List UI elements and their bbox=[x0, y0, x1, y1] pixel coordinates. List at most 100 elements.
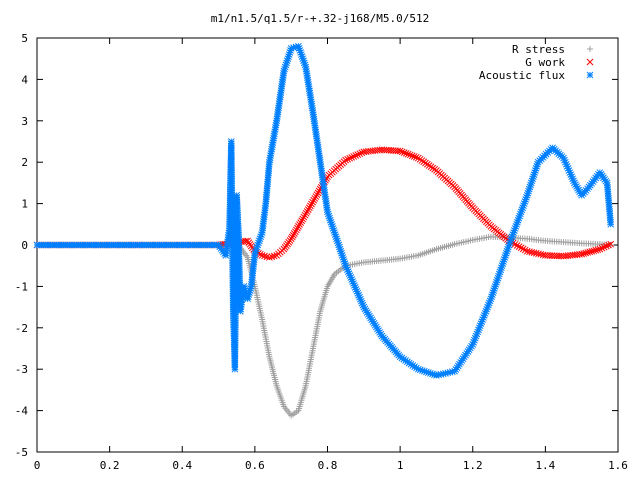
data-point bbox=[255, 237, 263, 245]
data-point bbox=[427, 369, 434, 377]
data-point bbox=[289, 231, 297, 239]
data-point bbox=[605, 241, 612, 249]
data-point bbox=[446, 368, 454, 376]
legend-label: Acoustic flux bbox=[479, 69, 565, 82]
data-point bbox=[507, 237, 514, 245]
data-point bbox=[504, 245, 512, 253]
data-point bbox=[513, 220, 520, 228]
data-point bbox=[352, 152, 360, 159]
data-point bbox=[435, 371, 443, 379]
data-point bbox=[517, 210, 524, 218]
data-point bbox=[506, 239, 514, 247]
data-point bbox=[324, 210, 332, 218]
series-layer bbox=[33, 42, 615, 419]
data-point bbox=[414, 365, 422, 373]
data-point bbox=[512, 223, 520, 230]
data-point bbox=[336, 243, 343, 251]
data-point bbox=[290, 44, 297, 52]
data-point bbox=[493, 278, 500, 286]
data-point bbox=[329, 225, 337, 232]
data-point bbox=[242, 237, 249, 245]
x-tick-label: 0.8 bbox=[318, 459, 338, 472]
data-point bbox=[252, 245, 260, 253]
data-point bbox=[515, 214, 523, 222]
data-point bbox=[258, 231, 265, 239]
data-point bbox=[339, 254, 347, 261]
data-point bbox=[357, 295, 364, 303]
data-point bbox=[329, 223, 336, 230]
data-point bbox=[584, 249, 592, 256]
data-point bbox=[500, 258, 507, 265]
data-point bbox=[596, 245, 604, 253]
data-point bbox=[498, 262, 506, 270]
data-point bbox=[338, 249, 345, 257]
data-point bbox=[496, 268, 504, 276]
data-point bbox=[483, 305, 491, 313]
data-point bbox=[481, 309, 489, 317]
data-point bbox=[242, 289, 250, 296]
data-point bbox=[281, 63, 289, 71]
data-point bbox=[340, 256, 347, 263]
data-point bbox=[507, 235, 515, 243]
data-point bbox=[511, 227, 518, 234]
data-point bbox=[335, 241, 343, 249]
data-point bbox=[261, 252, 268, 260]
data-point bbox=[293, 226, 300, 234]
series-r-stress bbox=[34, 233, 614, 419]
y-tick-label: -2 bbox=[15, 322, 28, 335]
chart-title: m1/n1.5/q1.5/r-+.32-j168/M5.0/512 bbox=[211, 12, 430, 25]
data-point bbox=[342, 262, 350, 270]
data-point bbox=[330, 227, 338, 234]
data-point bbox=[240, 283, 248, 290]
data-point bbox=[494, 274, 502, 282]
data-point bbox=[344, 155, 352, 163]
legend-label: R stress bbox=[512, 43, 565, 56]
data-point bbox=[525, 185, 533, 193]
data-point bbox=[510, 229, 517, 236]
data-point bbox=[285, 51, 293, 58]
data-point bbox=[291, 228, 299, 236]
data-point bbox=[295, 42, 302, 50]
x-tick-label: 1.2 bbox=[463, 459, 483, 472]
data-point bbox=[404, 150, 412, 158]
data-point bbox=[526, 183, 534, 191]
data-point bbox=[422, 368, 430, 376]
data-point bbox=[517, 244, 525, 252]
data-point bbox=[406, 151, 414, 159]
data-point bbox=[473, 330, 481, 338]
data-point bbox=[425, 369, 432, 377]
legend-marker bbox=[586, 71, 594, 79]
data-point bbox=[442, 369, 449, 377]
data-point bbox=[594, 246, 602, 254]
data-point bbox=[400, 149, 408, 156]
data-point bbox=[300, 57, 307, 65]
data-point bbox=[254, 241, 262, 249]
data-point bbox=[326, 214, 333, 222]
data-point bbox=[350, 280, 357, 287]
data-point bbox=[520, 202, 527, 210]
data-point bbox=[568, 173, 576, 181]
data-point bbox=[281, 65, 288, 73]
data-point bbox=[522, 196, 530, 203]
data-point bbox=[338, 251, 346, 259]
data-point bbox=[245, 291, 253, 299]
data-point bbox=[527, 181, 534, 189]
data-point bbox=[521, 198, 529, 205]
data-point bbox=[287, 44, 295, 52]
x-tick-label: 0.4 bbox=[172, 459, 192, 472]
data-point bbox=[511, 240, 519, 248]
data-point bbox=[516, 212, 524, 220]
data-point bbox=[350, 282, 358, 289]
data-point bbox=[410, 153, 418, 160]
data-point bbox=[297, 219, 304, 226]
data-point bbox=[358, 299, 366, 307]
data-point bbox=[439, 370, 447, 378]
y-tick-label: 2 bbox=[21, 156, 28, 169]
data-point bbox=[524, 189, 532, 197]
data-point bbox=[485, 299, 493, 307]
data-point bbox=[517, 208, 525, 216]
data-point bbox=[444, 369, 452, 377]
data-point bbox=[472, 332, 480, 340]
data-point bbox=[561, 156, 568, 164]
y-tick-label: -4 bbox=[15, 405, 29, 418]
